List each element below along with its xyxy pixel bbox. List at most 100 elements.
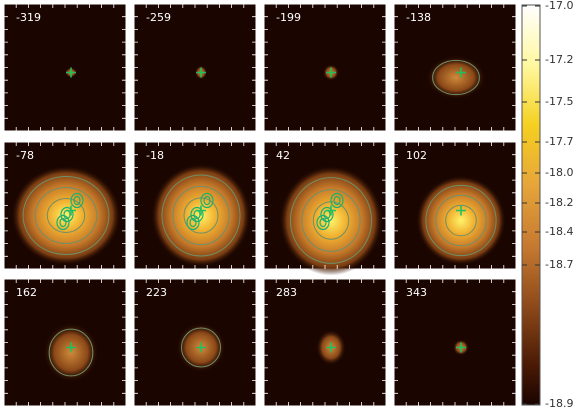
contour <box>46 198 86 233</box>
cross-marker <box>456 342 466 353</box>
tick <box>134 142 256 269</box>
tick <box>394 4 516 131</box>
tick <box>4 4 126 131</box>
tick <box>264 142 386 269</box>
cross-marker <box>326 342 336 353</box>
tick <box>134 279 256 406</box>
tick <box>4 279 126 406</box>
tick <box>264 279 386 406</box>
tick <box>264 279 386 406</box>
tick <box>394 279 516 406</box>
tick <box>394 142 516 269</box>
tick <box>264 279 386 406</box>
panel-label: 283 <box>276 286 297 299</box>
colorbar-label: -18.2 <box>545 196 573 209</box>
tick <box>264 4 386 131</box>
tick <box>264 142 386 269</box>
tick <box>134 279 256 406</box>
tick <box>394 279 516 406</box>
tick <box>134 142 256 269</box>
tick <box>134 4 256 131</box>
contour <box>333 195 341 206</box>
tick <box>4 279 126 406</box>
tick <box>4 4 126 131</box>
tick <box>134 4 256 131</box>
tick <box>394 279 516 406</box>
emission <box>426 55 486 100</box>
contour <box>200 192 214 209</box>
contour <box>445 204 477 237</box>
tick <box>134 279 256 406</box>
tick <box>134 142 256 269</box>
tick <box>4 142 126 269</box>
tick <box>394 279 516 406</box>
tick <box>4 279 126 406</box>
tick <box>264 279 386 406</box>
panel <box>3 3 127 132</box>
panel-label: -138 <box>406 11 431 24</box>
panel-label: -319 <box>16 11 41 24</box>
contour <box>161 174 241 257</box>
tick <box>4 279 126 406</box>
tick <box>4 279 126 406</box>
tick <box>134 279 256 406</box>
tick <box>4 4 126 131</box>
tick <box>134 4 256 131</box>
contour <box>203 195 211 206</box>
colorbar-label: -18.0 <box>545 166 573 179</box>
tick <box>394 142 516 269</box>
tick <box>134 142 256 269</box>
tick <box>264 142 386 269</box>
contour <box>432 59 480 96</box>
tick <box>394 4 516 131</box>
tick <box>264 142 386 269</box>
tick <box>4 142 126 269</box>
panel-label: 42 <box>276 149 290 162</box>
tick <box>264 279 386 406</box>
tick <box>394 142 516 269</box>
contour <box>320 206 334 223</box>
contour <box>330 192 344 209</box>
tick <box>264 4 386 131</box>
tick <box>4 4 126 131</box>
tick <box>394 142 516 269</box>
tick <box>394 279 516 406</box>
tick <box>134 142 256 269</box>
contour <box>172 185 230 246</box>
tick <box>134 142 256 269</box>
tick <box>134 142 256 269</box>
colorbar-label: -17.7 <box>545 135 573 148</box>
tick <box>264 4 386 131</box>
contour <box>189 217 197 228</box>
tick <box>394 4 516 131</box>
tick <box>264 4 386 131</box>
tick <box>264 142 386 269</box>
tick <box>264 4 386 131</box>
tick <box>4 142 126 269</box>
tick <box>264 279 386 406</box>
tick <box>264 4 386 131</box>
contour <box>56 214 70 231</box>
tick <box>4 142 126 269</box>
panel-label: -18 <box>146 149 164 162</box>
emission <box>11 165 121 266</box>
tick <box>394 4 516 131</box>
tick <box>264 142 386 269</box>
contour <box>22 176 110 255</box>
tick <box>4 4 126 131</box>
colorbar-label: -17.2 <box>545 53 573 66</box>
tick <box>394 279 516 406</box>
tick <box>134 4 256 131</box>
tick <box>134 4 256 131</box>
cross-marker <box>326 67 336 78</box>
cross-marker <box>66 205 76 216</box>
contour <box>319 217 327 228</box>
panel-label: 343 <box>406 286 427 299</box>
cross-marker <box>456 67 466 78</box>
cross-marker <box>326 205 336 216</box>
tick <box>264 142 386 269</box>
contour <box>425 184 497 257</box>
tick <box>394 142 516 269</box>
tick <box>394 4 516 131</box>
